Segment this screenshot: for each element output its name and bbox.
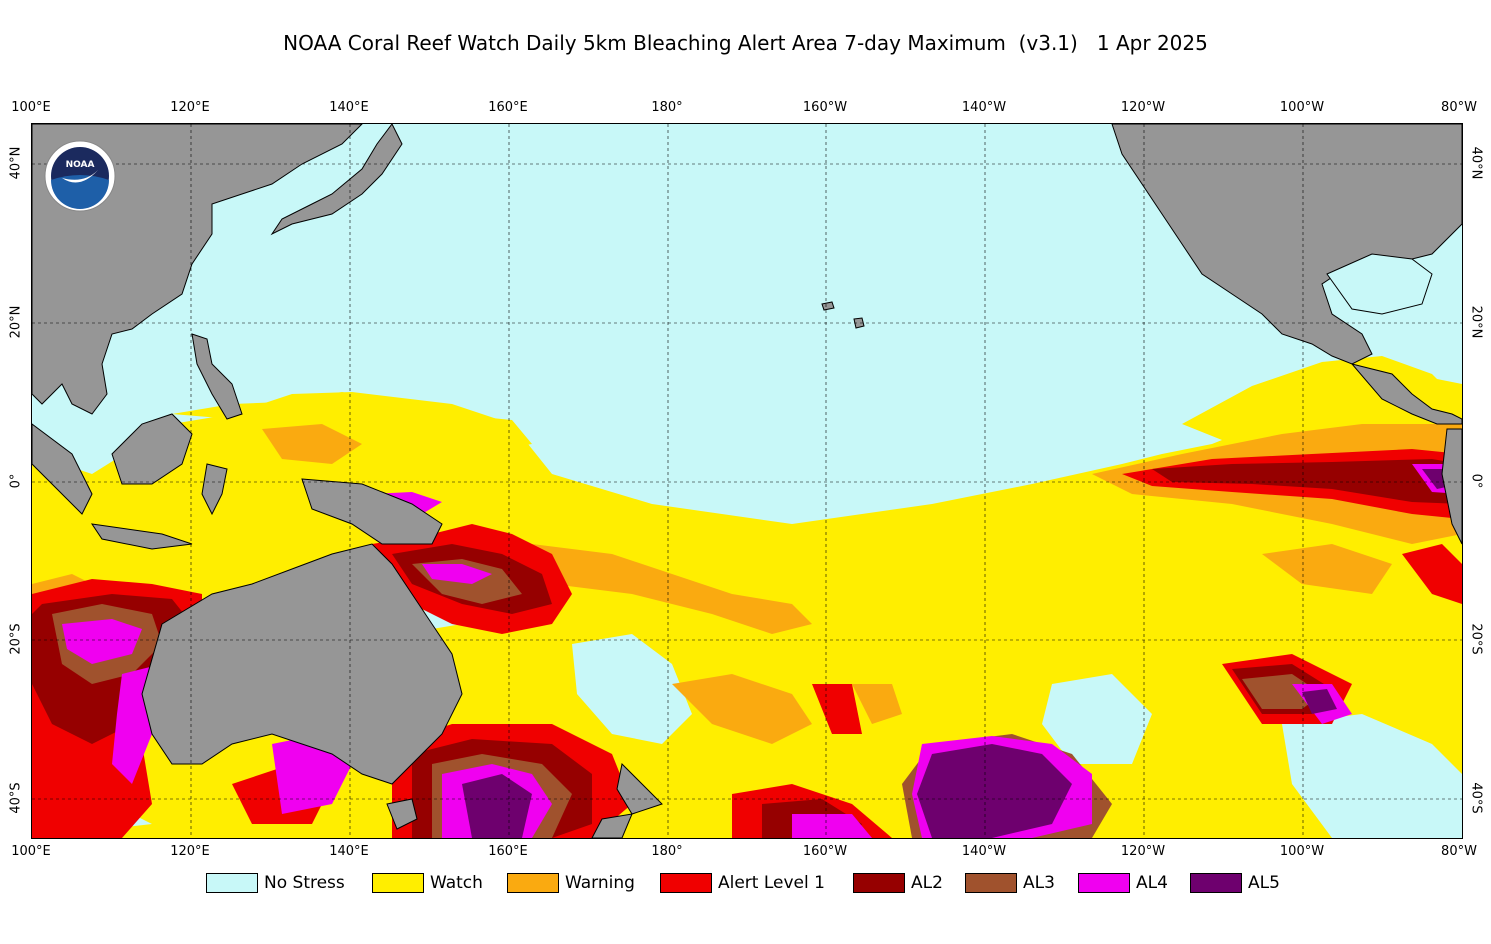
lon-label-bottom: 120°W — [1120, 844, 1166, 859]
lon-label-top: 160°W — [802, 100, 848, 115]
map-title: NOAA Coral Reef Watch Daily 5km Bleachin… — [283, 31, 1208, 55]
borneo — [111, 413, 193, 485]
legend-swatch — [206, 873, 258, 893]
legend-label: Watch — [430, 873, 483, 893]
graticule — [32, 124, 1462, 838]
lat-label-left: 0° — [8, 473, 24, 489]
legend-item-al2: AL2 — [853, 871, 943, 895]
japan — [270, 124, 403, 236]
legend-swatch — [507, 873, 559, 893]
lat-label-right: 0° — [1468, 473, 1484, 489]
lon-label-bottom: 140°W — [961, 844, 1007, 859]
legend-label: AL5 — [1248, 873, 1280, 893]
legend-swatch — [372, 873, 424, 893]
central-america — [1350, 363, 1462, 425]
legend-swatch — [660, 873, 712, 893]
noaa-logo: NOAA — [44, 140, 116, 212]
new-zealand-north — [616, 762, 663, 815]
lon-label-top: 100°E — [11, 100, 51, 115]
legend-item-no-stress: No Stress — [206, 871, 345, 895]
land-areas — [32, 124, 1462, 838]
legend-swatch — [965, 873, 1017, 893]
lon-label-bottom: 160°E — [488, 844, 528, 859]
legend-item-al3: AL3 — [965, 871, 1055, 895]
lat-label-right: 20°S — [1468, 623, 1484, 655]
legend-swatch — [853, 873, 905, 893]
hawaii-islands — [821, 301, 865, 329]
noaa-logo-text: NOAA — [66, 160, 95, 170]
bleaching-alert-map — [31, 123, 1463, 839]
lat-label-right: 40°N — [1468, 146, 1484, 180]
legend-label: AL4 — [1136, 873, 1168, 893]
legend-swatch — [1078, 873, 1130, 893]
lon-label-bottom: 180° — [651, 844, 683, 859]
philippines — [191, 333, 243, 420]
gulf-of-mexico — [1326, 253, 1433, 315]
asia-mainland — [32, 124, 363, 415]
alert-level-5-areas — [462, 469, 1460, 838]
legend-label: Warning — [565, 873, 635, 893]
lon-label-bottom: 160°W — [802, 844, 848, 859]
java — [90, 523, 193, 550]
lat-label-left: 20°S — [8, 623, 24, 655]
lon-label-bottom: 120°E — [170, 844, 210, 859]
lon-label-bottom: 100°E — [11, 844, 51, 859]
sumatra — [32, 423, 93, 515]
lon-label-top: 160°E — [488, 100, 528, 115]
legend-item-al5: AL5 — [1190, 871, 1280, 895]
lon-label-bottom: 80°W — [1441, 844, 1477, 859]
lat-label-left: 40°N — [8, 146, 24, 180]
south-america — [1441, 428, 1462, 545]
legend-item-watch: Watch — [372, 871, 483, 895]
new-guinea — [301, 478, 443, 545]
lon-label-bottom: 140°E — [329, 844, 369, 859]
map-svg — [32, 124, 1462, 838]
lon-label-bottom: 100°W — [1279, 844, 1325, 859]
legend-label: AL3 — [1023, 873, 1055, 893]
legend-swatch — [1190, 873, 1242, 893]
australia — [141, 543, 463, 785]
lon-label-top: 140°E — [329, 100, 369, 115]
lon-label-top: 120°E — [170, 100, 210, 115]
lon-label-top: 100°W — [1279, 100, 1325, 115]
new-zealand-south — [591, 813, 633, 838]
lat-label-right: 20°N — [1468, 305, 1484, 339]
legend-item-warning: Warning — [507, 871, 635, 895]
legend-item-alert-level-1: Alert Level 1 — [660, 871, 825, 895]
lat-label-left: 40°S — [8, 782, 24, 814]
legend-item-al4: AL4 — [1078, 871, 1168, 895]
legend-label: Alert Level 1 — [718, 873, 825, 893]
lat-label-left: 20°N — [8, 305, 24, 339]
legend-label: AL2 — [911, 873, 943, 893]
legend-label: No Stress — [264, 873, 345, 893]
lat-label-right: 40°S — [1468, 782, 1484, 814]
lon-label-top: 120°W — [1120, 100, 1166, 115]
tasmania — [386, 798, 418, 830]
lon-label-top: 140°W — [961, 100, 1007, 115]
lon-label-top: 80°W — [1441, 100, 1477, 115]
lon-label-top: 180° — [651, 100, 683, 115]
sulawesi — [201, 463, 228, 516]
